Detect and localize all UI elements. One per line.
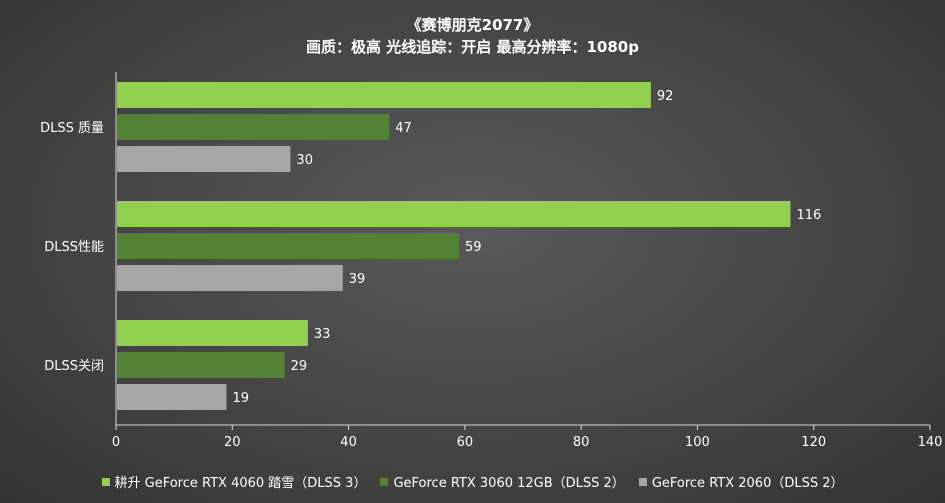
legend-item: GeForce RTX 2060（DLSS 2） [638,472,844,491]
x-tick-label: 80 [573,435,590,450]
bar [117,265,343,291]
bar [117,114,390,140]
category-label: DLSS 质量 [40,121,104,136]
chart-subtitle: 画质：极高 光线追踪：开启 最高分辨率：1080p [306,38,639,56]
bar [117,82,651,108]
x-tick-label: 60 [457,435,474,450]
legend-item: GeForce RTX 3060 12GB（DLSS 2） [380,472,625,491]
bar [117,201,791,227]
chart-title: 《赛博朋克2077》 [406,16,539,34]
bar [117,320,308,346]
legend-swatch [101,477,110,486]
legend-label: 耕升 GeForce RTX 4060 踏雪（DLSS 3） [114,476,367,491]
bar [117,352,285,378]
data-label: 30 [296,153,313,168]
legend-label: GeForce RTX 3060 12GB（DLSS 2） [393,476,625,491]
data-label: 92 [657,89,674,104]
data-label: 19 [232,391,249,406]
x-tick-label: 40 [340,435,357,450]
data-label: 39 [349,272,366,287]
data-label: 29 [291,359,308,374]
chart-legend: 耕升 GeForce RTX 4060 踏雪（DLSS 3） GeForce RT… [0,472,945,491]
bar [117,146,291,172]
category-label: DLSS性能 [44,240,104,255]
legend-swatch [380,477,389,486]
data-label: 116 [796,208,821,223]
data-label: 33 [314,327,331,342]
bar [117,233,460,259]
x-tick-label: 20 [224,435,241,450]
x-tick-label: 0 [112,435,120,450]
category-label: DLSS关闭 [44,359,104,374]
legend-item: 耕升 GeForce RTX 4060 踏雪（DLSS 3） [101,472,367,491]
x-tick-label: 120 [801,435,826,450]
data-label: 47 [395,121,412,136]
bar [117,384,227,410]
chart-title-block: 《赛博朋克2077》 画质：极高 光线追踪：开启 最高分辨率：1080p [0,14,945,58]
x-tick-label: 140 [918,435,943,450]
legend-swatch [638,477,647,486]
legend-label: GeForce RTX 2060（DLSS 2） [651,476,844,491]
x-tick-label: 100 [685,435,710,450]
data-label: 59 [465,240,482,255]
